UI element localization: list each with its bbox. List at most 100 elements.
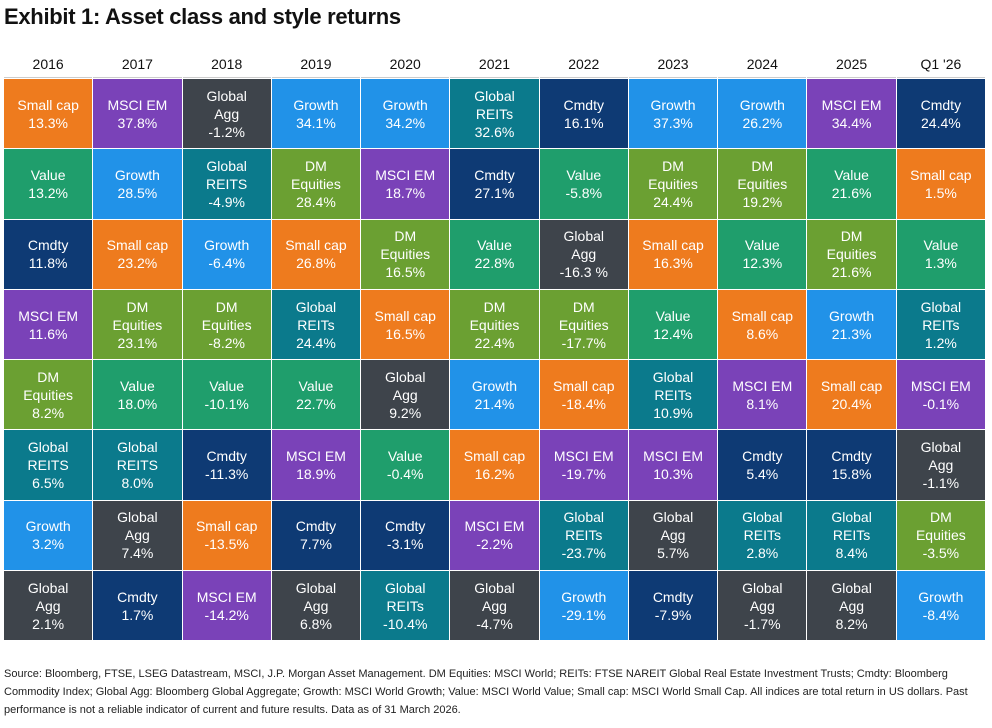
return-value: 37.8% [117, 114, 158, 131]
asset-label: Value [477, 237, 512, 254]
return-cell: Growth 28.5% [93, 149, 182, 219]
return-value: -8.2% [208, 334, 245, 351]
asset-label: Growth [829, 307, 875, 324]
return-value: 22.4% [474, 334, 515, 351]
return-value: -18.4% [561, 395, 606, 412]
asset-label: DM Equities [826, 228, 877, 263]
asset-label: DM Equities [291, 157, 341, 192]
return-value: 8.4% [835, 545, 868, 562]
return-value: 8.2% [32, 404, 65, 421]
asset-label: Global REITs [652, 368, 694, 403]
return-value: 9.2% [389, 404, 422, 421]
return-value: 8.2% [835, 615, 868, 632]
column: 2016 Small cap 13.3% Value 13.2% Cmdty 11.8% MS… [4, 50, 93, 641]
column-header: 2021 [450, 50, 539, 78]
return-value: 16.2% [474, 466, 515, 483]
return-cell: Value 12.3% [718, 219, 807, 289]
return-cell: Global Agg 8.2% [807, 571, 896, 641]
column-header: Q1 '26 [896, 50, 985, 78]
return-cell: Global Agg -4.7% [450, 571, 539, 641]
return-value: 8.1% [746, 395, 779, 412]
column-header: 2020 [361, 50, 450, 78]
return-cell: Value 1.3% [896, 219, 985, 289]
return-value: -4.9% [208, 193, 245, 210]
asset-label: Small cap [731, 307, 794, 324]
asset-label: Growth [739, 96, 785, 113]
return-value: 18.9% [296, 466, 336, 483]
return-cell: Small cap 8.6% [718, 289, 807, 360]
return-cell: Cmdty 5.4% [718, 430, 807, 500]
return-value: 5.7% [657, 545, 689, 562]
return-value: -23.7% [561, 545, 606, 562]
return-value: 11.8% [28, 255, 68, 272]
return-value: -1.7% [744, 615, 781, 632]
asset-label: Cmdty [652, 588, 694, 605]
asset-label: MSCI EM [553, 448, 614, 465]
return-value: 21.6% [831, 264, 872, 281]
return-cell: DM Equities 8.2% [4, 360, 93, 430]
asset-label: Global REITs [742, 509, 783, 544]
return-value: -7.9% [654, 606, 692, 623]
return-value: 1.7% [121, 606, 154, 623]
return-value: -10.1% [204, 395, 249, 412]
asset-label: MSCI EM [910, 377, 971, 394]
return-cell: Global Agg -16.3 % [539, 219, 628, 289]
return-value: -3.5% [922, 545, 960, 562]
return-value: 26.2% [742, 114, 783, 131]
return-value: 27.1% [474, 184, 515, 201]
return-value: 12.3% [742, 255, 783, 272]
asset-label: Value [30, 166, 66, 183]
asset-label: Value [834, 166, 869, 183]
return-cell: Growth -6.4% [182, 219, 271, 289]
return-value: -1.2% [208, 123, 245, 140]
asset-label: Global Agg [831, 579, 872, 614]
return-cell: Cmdty -7.9% [628, 571, 718, 641]
return-cell: Global Agg 7.4% [93, 500, 182, 571]
return-value: 10.3% [653, 466, 693, 483]
asset-label: DM Equities [380, 228, 431, 263]
return-cell: Value -5.8% [539, 149, 628, 219]
asset-label: Cmdty [563, 96, 604, 113]
asset-label: Global REITS [206, 157, 248, 192]
return-value: 18.7% [385, 184, 426, 201]
column: 2020 Growth 34.2% MSCI EM 18.7% DM Equities 16… [361, 50, 450, 641]
return-value: -5.8% [565, 184, 603, 201]
return-cell: MSCI EM 18.7% [361, 149, 450, 219]
asset-label: Small cap [106, 237, 169, 254]
return-cell: DM Equities 21.6% [807, 219, 896, 289]
return-value: -1.1% [922, 475, 960, 492]
asset-label: MSCI EM [375, 166, 436, 183]
asset-label: MSCI EM [107, 96, 168, 113]
title: Exhibit 1: Asset class and style returns [4, 4, 401, 29]
asset-label: DM Equities [737, 157, 788, 192]
return-value: -0.4% [386, 466, 424, 483]
return-cell: MSCI EM -19.7% [539, 430, 628, 500]
asset-label: Global REITs [474, 87, 515, 122]
return-cell: MSCI EM 34.4% [807, 79, 896, 149]
return-value: 34.4% [831, 114, 872, 131]
return-value: 7.4% [121, 545, 154, 562]
return-cell: Global REITs 2.8% [718, 500, 807, 571]
asset-label: DM Equities [558, 298, 609, 333]
return-cell: Small cap 16.3% [628, 219, 718, 289]
column-header: 2018 [182, 50, 271, 78]
column: 2024 Growth 26.2% DM Equities 19.2% Value 12.3… [718, 50, 807, 641]
return-value: 2.8% [746, 545, 779, 562]
asset-label: Growth [114, 166, 160, 183]
asset-label: MSCI EM [821, 96, 882, 113]
return-cell: Global Agg 5.7% [628, 500, 718, 571]
return-cell: Global REITs -23.7% [539, 500, 628, 571]
return-value: 2.1% [32, 615, 65, 632]
return-cell: MSCI EM 37.8% [93, 79, 182, 149]
asset-label: MSCI EM [464, 518, 525, 535]
return-value: 3.2% [32, 536, 65, 553]
return-cell: Value 22.7% [271, 360, 361, 430]
asset-label: Small cap [910, 166, 972, 183]
return-value: 21.4% [474, 395, 515, 412]
asset-label: Small cap [374, 307, 436, 324]
return-value: -19.7% [561, 466, 606, 483]
return-value: 22.7% [296, 395, 336, 412]
asset-label: Global REITs [920, 298, 962, 333]
return-value: -11.3% [205, 466, 249, 483]
